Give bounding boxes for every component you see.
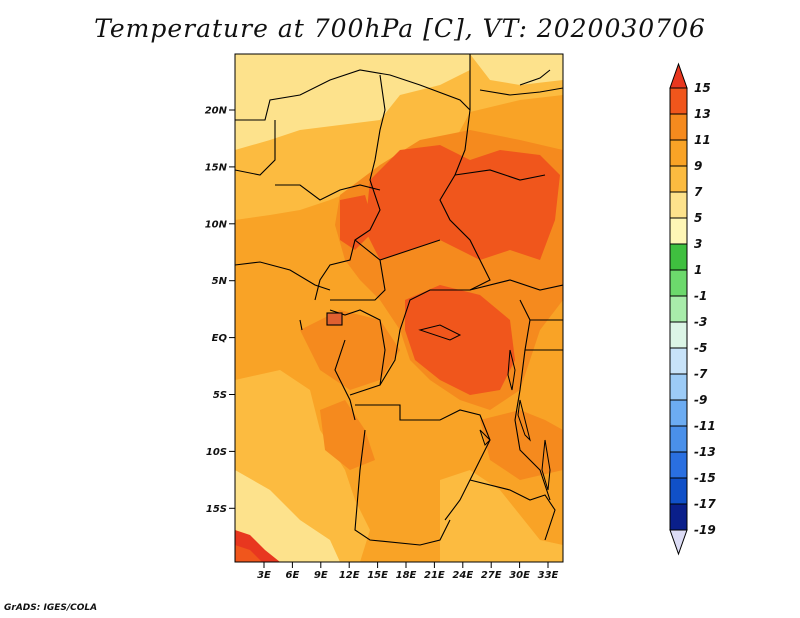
colorbar-swatch <box>669 347 688 375</box>
colorbar-swatch <box>669 321 688 349</box>
band-7-north <box>235 54 563 220</box>
colorbar-label: 1 <box>694 263 702 277</box>
lat-tick-label: 15N <box>205 162 228 173</box>
band-11-gabon <box>300 310 400 390</box>
band-9 <box>235 54 563 562</box>
country-borders <box>235 54 563 546</box>
colorbar-label: -9 <box>694 393 707 407</box>
colorbar-swatch <box>669 295 688 323</box>
lon-tick-label: 9E <box>314 570 328 581</box>
colorbar-label: -3 <box>694 315 707 329</box>
lat-tick-label: 5N <box>212 276 228 287</box>
lon-tick-label: 30E <box>509 570 530 581</box>
lon-tick-label: 6E <box>286 570 300 581</box>
colorbar-label: 7 <box>694 185 703 199</box>
band-13-chad <box>365 145 560 260</box>
band-11-east <box>480 410 563 480</box>
colorbar-swatch <box>669 269 688 297</box>
band-5-southwest <box>235 470 340 562</box>
colorbar-swatch <box>669 243 688 271</box>
credit-label: GrADS: IGES/COLA <box>4 603 98 613</box>
latitude-axis: 20N 15N 10N 5N EQ 5S 10S 15S <box>205 106 235 515</box>
lon-tick-label: 15E <box>367 570 388 581</box>
map-title: Temperature at 700hPa [C], VT: 202003070… <box>94 14 706 43</box>
band-11-angola <box>320 400 375 470</box>
colorbar-label: 13 <box>694 107 711 121</box>
colorbar-swatch <box>669 217 688 245</box>
band-7-southwest <box>235 370 370 562</box>
colorbar-swatch <box>669 503 688 531</box>
lon-tick-label: 27E <box>481 570 502 581</box>
lon-tick-label: 21E <box>424 570 445 581</box>
lon-tick-label: 24E <box>452 570 473 581</box>
band-5-northeast <box>470 54 563 85</box>
colorbar-swatch <box>669 399 688 427</box>
colorbar-label: 9 <box>694 159 702 173</box>
lon-tick-label: 18E <box>396 570 417 581</box>
band-13-congo <box>405 285 515 395</box>
colorbar-label: -5 <box>694 341 707 355</box>
lon-tick-label: 3E <box>257 570 271 581</box>
colorbar-swatch <box>669 165 688 193</box>
colorbar-swatch <box>669 451 688 479</box>
lat-tick-label: 5S <box>213 390 227 401</box>
colorbar-swatch <box>669 113 688 141</box>
longitude-axis: 3E 6E 9E 12E 15E 18E 21E 24E 27E 30E 33E <box>257 562 559 581</box>
colorbar-label: 15 <box>694 81 711 95</box>
band-13-west <box>340 195 375 250</box>
temperature-field <box>235 54 563 562</box>
colorbar-swatch <box>669 373 688 401</box>
lat-tick-label: 15S <box>206 504 227 515</box>
colorbar-label: 5 <box>694 211 702 225</box>
colorbar-bottom-arrow <box>669 529 688 556</box>
colorbar-label: -15 <box>694 471 716 485</box>
colorbar-label: 11 <box>694 133 711 147</box>
colorbar-top-arrow <box>669 62 688 89</box>
lakes <box>418 324 551 491</box>
lat-tick-label: EQ <box>212 333 228 344</box>
band-15-southwest <box>235 530 280 562</box>
colorbar-label: 3 <box>694 237 702 251</box>
colorbar: 15 13 11 9 7 5 3 1 -1 -3 -5 -7 -9 -11 -13 -15 -17 -19 <box>669 62 716 556</box>
lat-tick-label: 10S <box>206 447 227 458</box>
colorbar-label: -11 <box>694 419 716 433</box>
map-frame <box>234 53 564 563</box>
colorbar-swatch <box>669 477 688 505</box>
colorbar-swatch <box>669 425 688 453</box>
colorbar-swatch <box>669 191 688 219</box>
colorbar-swatch <box>669 139 688 167</box>
band-5-north <box>235 54 470 150</box>
colorbar-label: -7 <box>694 367 708 381</box>
colorbar-swatch <box>669 87 688 115</box>
colorbar-label: -1 <box>694 289 707 303</box>
colorbar-label: -17 <box>694 497 716 511</box>
band-7-southeast <box>440 470 563 562</box>
lat-tick-label: 10N <box>205 219 228 230</box>
lat-tick-label: 20N <box>205 106 228 117</box>
colorbar-label: -19 <box>694 523 716 537</box>
lon-tick-label: 33E <box>538 570 559 581</box>
colorbar-label: -13 <box>694 445 716 459</box>
band-13-southwest <box>235 545 262 562</box>
band-11-central <box>335 130 563 410</box>
lon-tick-label: 12E <box>339 570 360 581</box>
